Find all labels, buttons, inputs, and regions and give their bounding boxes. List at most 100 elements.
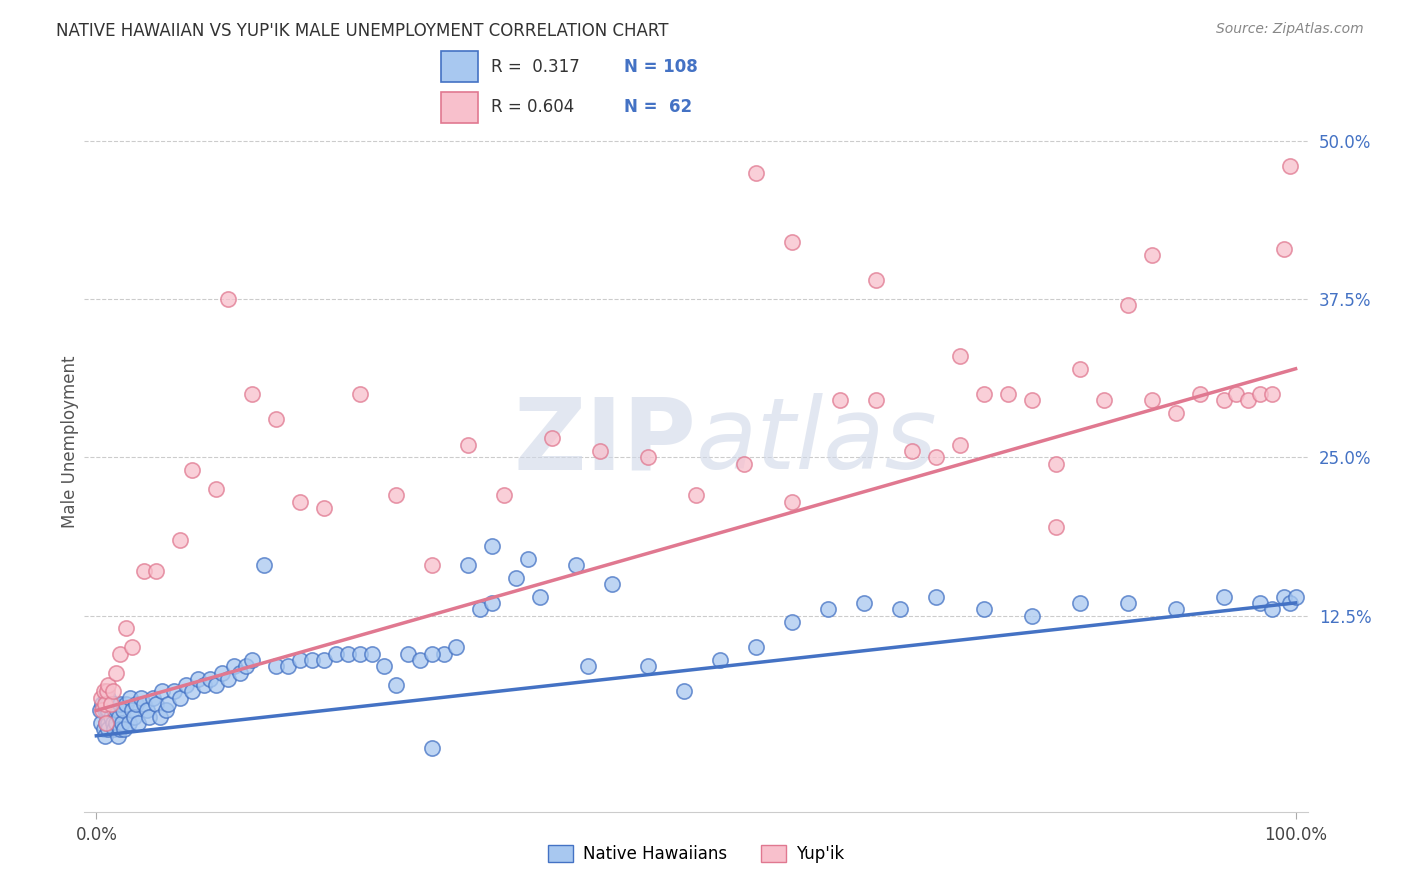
Point bbox=[1225, 387, 1247, 401]
Point bbox=[97, 678, 120, 692]
Point bbox=[121, 703, 143, 717]
Point bbox=[1164, 406, 1187, 420]
Point bbox=[444, 640, 467, 655]
Point bbox=[122, 710, 145, 724]
Point bbox=[361, 647, 384, 661]
Point bbox=[125, 697, 148, 711]
Point bbox=[93, 703, 117, 717]
Point bbox=[997, 387, 1019, 401]
Point bbox=[600, 577, 623, 591]
Point bbox=[529, 590, 551, 604]
Point bbox=[90, 716, 112, 731]
Point bbox=[949, 438, 972, 452]
Point bbox=[1140, 248, 1163, 262]
Point bbox=[104, 716, 127, 731]
Point bbox=[385, 678, 408, 692]
Point bbox=[637, 659, 659, 673]
Point bbox=[229, 665, 252, 680]
Point bbox=[685, 488, 707, 502]
Point bbox=[104, 665, 127, 680]
Point bbox=[1249, 387, 1271, 401]
Text: ZIP: ZIP bbox=[513, 393, 696, 490]
Point bbox=[110, 716, 132, 731]
Point bbox=[145, 697, 167, 711]
Text: NATIVE HAWAIIAN VS YUP'IK MALE UNEMPLOYMENT CORRELATION CHART: NATIVE HAWAIIAN VS YUP'IK MALE UNEMPLOYM… bbox=[56, 22, 669, 40]
Point bbox=[217, 292, 239, 306]
Point bbox=[94, 690, 117, 705]
Point bbox=[745, 640, 768, 655]
Point bbox=[1212, 393, 1234, 408]
Point bbox=[541, 431, 564, 445]
Point bbox=[865, 273, 887, 287]
Point bbox=[373, 659, 395, 673]
Point bbox=[135, 703, 157, 717]
Point bbox=[637, 450, 659, 465]
Point bbox=[745, 166, 768, 180]
Point bbox=[169, 533, 191, 547]
Point bbox=[889, 602, 911, 616]
Point bbox=[481, 539, 503, 553]
Point bbox=[138, 710, 160, 724]
Point bbox=[103, 703, 125, 717]
Point bbox=[672, 684, 695, 698]
Point bbox=[733, 457, 755, 471]
Point bbox=[420, 741, 443, 756]
Point bbox=[349, 387, 371, 401]
Point bbox=[157, 697, 180, 711]
Point bbox=[409, 653, 432, 667]
Point bbox=[505, 571, 527, 585]
Point bbox=[181, 684, 204, 698]
Point bbox=[1278, 159, 1301, 173]
Point bbox=[1021, 608, 1043, 623]
Text: atlas: atlas bbox=[696, 393, 938, 490]
Y-axis label: Male Unemployment: Male Unemployment bbox=[62, 355, 80, 528]
Point bbox=[385, 488, 408, 502]
Point bbox=[105, 703, 128, 717]
Point bbox=[205, 482, 228, 496]
Point bbox=[169, 690, 191, 705]
Point bbox=[97, 716, 120, 731]
Point bbox=[97, 723, 120, 737]
Point bbox=[103, 723, 125, 737]
Point bbox=[1045, 520, 1067, 534]
Point bbox=[174, 678, 197, 692]
Point bbox=[565, 558, 588, 572]
Point bbox=[112, 723, 135, 737]
Point bbox=[111, 703, 134, 717]
Point bbox=[94, 716, 117, 731]
Point bbox=[1188, 387, 1211, 401]
Point bbox=[91, 697, 114, 711]
Point bbox=[925, 590, 948, 604]
FancyBboxPatch shape bbox=[441, 92, 478, 122]
FancyBboxPatch shape bbox=[441, 52, 478, 82]
Point bbox=[134, 697, 156, 711]
Point bbox=[780, 494, 803, 508]
Point bbox=[163, 684, 186, 698]
Point bbox=[96, 684, 118, 698]
Point bbox=[433, 647, 456, 661]
Point bbox=[150, 684, 173, 698]
Text: R = 0.604: R = 0.604 bbox=[491, 98, 574, 116]
Text: Source: ZipAtlas.com: Source: ZipAtlas.com bbox=[1216, 22, 1364, 37]
Point bbox=[325, 647, 347, 661]
Point bbox=[1116, 298, 1139, 312]
Point bbox=[155, 703, 177, 717]
Point bbox=[1069, 596, 1091, 610]
Point bbox=[396, 647, 419, 661]
Point bbox=[828, 393, 851, 408]
Point bbox=[97, 690, 120, 705]
Point bbox=[865, 393, 887, 408]
Point bbox=[101, 716, 124, 731]
Point bbox=[1236, 393, 1258, 408]
Point bbox=[576, 659, 599, 673]
Legend: Native Hawaiians, Yup'ik: Native Hawaiians, Yup'ik bbox=[541, 838, 851, 870]
Text: N =  62: N = 62 bbox=[624, 98, 692, 116]
Point bbox=[187, 672, 209, 686]
Point bbox=[337, 647, 360, 661]
Point bbox=[589, 444, 612, 458]
Point bbox=[973, 602, 995, 616]
Point bbox=[107, 729, 129, 743]
Point bbox=[1021, 393, 1043, 408]
Point bbox=[1140, 393, 1163, 408]
Point bbox=[235, 659, 257, 673]
